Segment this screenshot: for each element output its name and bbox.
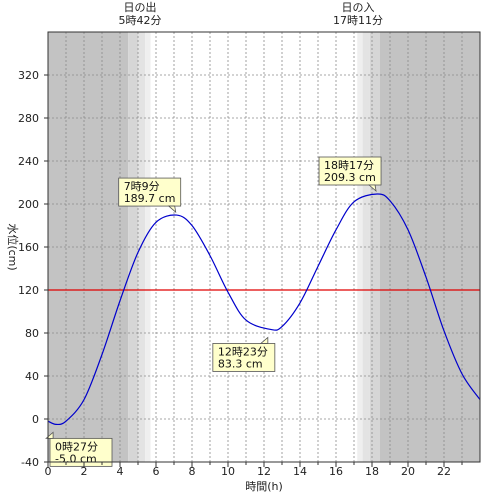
annotation-pointer [367, 184, 377, 193]
y-tick-label: 0 [32, 413, 39, 426]
x-tick-label: 6 [153, 465, 160, 478]
annotation-pointer [167, 205, 177, 214]
x-tick-label: 2 [81, 465, 88, 478]
x-tick-label: 10 [221, 465, 235, 478]
annotation-time: 12時23分 [218, 345, 268, 358]
sunrise-time: 5時42分 [119, 14, 162, 27]
x-tick-label: 16 [329, 465, 343, 478]
annotation-time: 7時9分 [124, 180, 160, 193]
annotation-time: 0時27分 [55, 440, 98, 453]
y-tick-label: 280 [18, 112, 39, 125]
tide-line [47, 193, 481, 426]
y-tick-label: 40 [25, 370, 39, 383]
twilight-light-evening [357, 32, 363, 462]
sunset-time: 17時11分 [333, 14, 383, 27]
annotation-value: 189.7 cm [124, 192, 176, 205]
x-tick-label: 20 [401, 465, 415, 478]
y-tick-label: 80 [25, 327, 39, 340]
y-tick-label: 240 [18, 155, 39, 168]
annotation-box [318, 156, 382, 186]
annotation-pointer [259, 336, 269, 344]
x-tick-label: 0 [45, 465, 52, 478]
annotation-box [118, 177, 182, 207]
y-tick-label: 160 [18, 241, 39, 254]
x-tick-label: 4 [117, 465, 124, 478]
twilight-light-morning [145, 32, 151, 462]
axes: -40 0 40 80 120 160 200 240 280 320 0 2 4 6 8 10 12 14 16 1… [18, 31, 481, 478]
grid-lines [48, 32, 480, 462]
annotation-value: -5.0 cm [55, 452, 97, 465]
y-tick-label: 120 [18, 284, 39, 297]
annotation-box [212, 343, 276, 372]
x-tick-label: 14 [293, 465, 307, 478]
x-tick-label: 22 [437, 465, 451, 478]
data-layer [47, 193, 481, 426]
y-axis-label: 水位(cm) [6, 223, 20, 270]
x-tick-label: 12 [257, 465, 271, 478]
x-tick-label: 18 [365, 465, 379, 478]
y-tick-label: -40 [21, 456, 39, 469]
x-axis-label: 時間(h) [245, 480, 283, 493]
twilight-mid-evening [362, 32, 370, 462]
annotation-value: 209.3 cm [324, 171, 376, 184]
annotation-value: 83.3 cm [218, 357, 263, 370]
sunset-label: 日の入 [342, 1, 375, 14]
x-tick-label: 8 [189, 465, 196, 478]
sunrise-label: 日の出 [124, 0, 157, 14]
twilight-dark-evening [369, 32, 380, 462]
annotation-time: 18時17分 [324, 159, 374, 172]
y-tick-label: 320 [18, 69, 39, 82]
y-tick-label: 200 [18, 198, 39, 211]
